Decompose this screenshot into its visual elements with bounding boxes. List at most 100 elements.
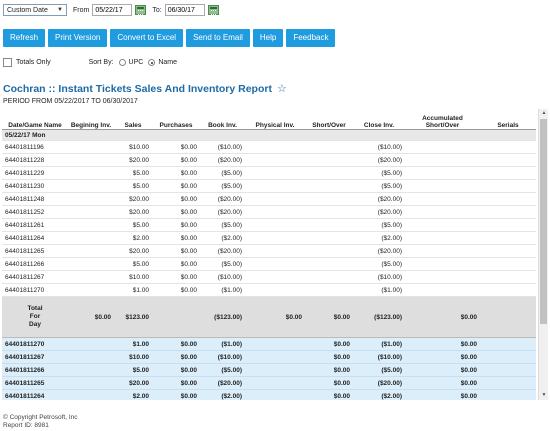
print-version-button[interactable]: Print Version bbox=[48, 29, 108, 47]
table-cell: ($2.00) bbox=[200, 231, 245, 245]
total-cell: $0.00 bbox=[68, 296, 114, 338]
send-to-email-button[interactable]: Send to Email bbox=[186, 29, 250, 47]
table-cell bbox=[405, 179, 480, 193]
from-date-input[interactable] bbox=[92, 4, 133, 16]
table-cell: ($20.00) bbox=[200, 192, 245, 206]
feedback-button[interactable]: Feedback bbox=[286, 29, 336, 47]
table-cell: ($20.00) bbox=[353, 244, 405, 258]
table-cell: $5.00 bbox=[114, 179, 152, 193]
table-cell bbox=[405, 244, 480, 258]
table-cell bbox=[480, 376, 536, 390]
column-header[interactable]: Purchases bbox=[152, 109, 200, 130]
table-cell bbox=[68, 244, 114, 258]
table-cell bbox=[305, 153, 353, 167]
star-icon[interactable]: ☆ bbox=[276, 83, 287, 95]
calendar-icon[interactable] bbox=[207, 5, 219, 15]
table-cell: 64401811267 bbox=[2, 350, 68, 364]
total-cell: ($123.00) bbox=[353, 296, 405, 338]
table-cell bbox=[480, 192, 536, 206]
calendar-icon[interactable] bbox=[135, 5, 147, 15]
column-header[interactable]: Close Inv. bbox=[353, 109, 405, 130]
report-table: Date/Game Name Begining Inv. Sales Purch… bbox=[2, 109, 536, 400]
table-cell bbox=[68, 363, 114, 377]
help-button[interactable]: Help bbox=[252, 29, 284, 47]
table-cell: $1.00 bbox=[114, 283, 152, 297]
table-cell: $0.00 bbox=[152, 337, 200, 351]
sort-name-radio[interactable] bbox=[148, 59, 156, 66]
report-period: PERIOD FROM 05/22/2017 TO 06/30/2017 bbox=[3, 98, 138, 105]
table-cell bbox=[245, 166, 305, 180]
table-cell: $0.00 bbox=[152, 218, 200, 232]
sort-upc-radio[interactable] bbox=[118, 59, 126, 66]
to-label: To: bbox=[152, 6, 162, 14]
scroll-down-icon[interactable]: ▼ bbox=[541, 392, 547, 398]
convert-to-excel-button[interactable]: Convert to Excel bbox=[110, 29, 184, 47]
total-cell: $0.00 bbox=[245, 296, 305, 338]
column-header[interactable]: Begining Inv. bbox=[68, 109, 114, 130]
table-cell bbox=[305, 192, 353, 206]
refresh-button[interactable]: Refresh bbox=[3, 29, 46, 47]
report-options: Totals Only Sort By: UPC Name bbox=[3, 58, 177, 67]
table-cell: $0.00 bbox=[152, 257, 200, 271]
column-header[interactable]: Physical Inv. bbox=[245, 109, 305, 130]
table-cell: 64401811270 bbox=[2, 337, 68, 351]
table-cell: 64401811266 bbox=[2, 363, 68, 377]
total-cell: Total For Day bbox=[2, 296, 68, 338]
column-header[interactable]: Book Inv. bbox=[200, 109, 245, 130]
table-cell bbox=[480, 231, 536, 245]
table-cell bbox=[68, 218, 114, 232]
table-cell: ($10.00) bbox=[353, 270, 405, 284]
table-cell bbox=[305, 205, 353, 219]
table-cell bbox=[68, 179, 114, 193]
summary-row: 64401811264 $2.00 $0.00 ($2.00) $0.00 ($2.00)… bbox=[2, 389, 536, 400]
table-cell bbox=[305, 166, 353, 180]
table-cell: $0.00 bbox=[405, 376, 480, 390]
totals-only-checkbox[interactable] bbox=[3, 58, 12, 67]
table-cell: $0.00 bbox=[405, 337, 480, 351]
table-cell: ($5.00) bbox=[353, 257, 405, 271]
table-cell bbox=[245, 350, 305, 364]
table-cell bbox=[245, 192, 305, 206]
column-header[interactable]: Short/Over bbox=[305, 109, 353, 130]
table-cell: ($20.00) bbox=[200, 244, 245, 258]
table-cell bbox=[405, 205, 480, 219]
table-cell bbox=[480, 205, 536, 219]
table-cell bbox=[245, 231, 305, 245]
period-select[interactable]: Custom Date ▼ bbox=[3, 4, 67, 16]
table-cell: $0.00 bbox=[405, 389, 480, 400]
table-cell: $0.00 bbox=[305, 337, 353, 351]
table-cell: ($5.00) bbox=[353, 179, 405, 193]
period-select-value: Custom Date bbox=[7, 6, 48, 14]
to-date-input[interactable] bbox=[164, 4, 205, 16]
table-cell bbox=[68, 283, 114, 297]
scroll-up-icon[interactable]: ▲ bbox=[541, 110, 547, 116]
table-cell bbox=[68, 192, 114, 206]
table-cell bbox=[68, 350, 114, 364]
table-cell: ($5.00) bbox=[200, 257, 245, 271]
table-cell: $0.00 bbox=[152, 153, 200, 167]
table-cell: ($1.00) bbox=[353, 283, 405, 297]
column-header[interactable]: Serials bbox=[480, 109, 536, 130]
vertical-scrollbar[interactable]: ▲ ▼ bbox=[538, 109, 548, 400]
column-header[interactable]: Accumulated Short/Over bbox=[405, 109, 480, 130]
table-cell bbox=[480, 257, 536, 271]
column-header[interactable]: Sales bbox=[114, 109, 152, 130]
table-cell: $5.00 bbox=[114, 363, 152, 377]
total-cell: $0.00 bbox=[405, 296, 480, 338]
scrollbar-thumb[interactable] bbox=[540, 119, 547, 324]
table-cell: 64401811266 bbox=[2, 257, 68, 271]
table-row: 64401811267 $10.00 $0.00 ($10.00) ($10.00) bbox=[2, 270, 536, 284]
table-cell: ($10.00) bbox=[200, 350, 245, 364]
table-cell: ($20.00) bbox=[353, 205, 405, 219]
table-cell bbox=[480, 166, 536, 180]
table-cell: 64401811265 bbox=[2, 244, 68, 258]
table-cell: 64401811270 bbox=[2, 283, 68, 297]
table-cell: 64401811230 bbox=[2, 179, 68, 193]
table-cell: ($20.00) bbox=[200, 376, 245, 390]
table-cell bbox=[405, 283, 480, 297]
column-header[interactable]: Date/Game Name bbox=[2, 109, 68, 130]
table-cell bbox=[405, 166, 480, 180]
table-cell: $20.00 bbox=[114, 153, 152, 167]
report-title-text: Cochran :: Instant Tickets Sales And Inv… bbox=[3, 82, 272, 95]
table-cell: ($5.00) bbox=[200, 179, 245, 193]
